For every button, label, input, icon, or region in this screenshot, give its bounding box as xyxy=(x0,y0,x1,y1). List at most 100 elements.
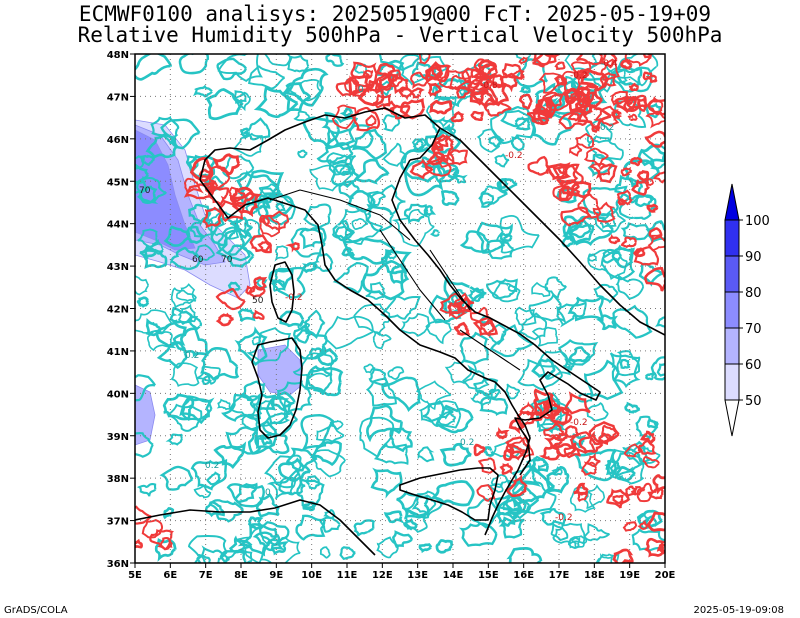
positive-vv-contour xyxy=(135,275,150,296)
contour-value-label: -0.2 xyxy=(555,513,573,523)
positive-vv-contour xyxy=(372,331,392,350)
negative-vv-contour xyxy=(537,107,553,120)
negative-vv-contour xyxy=(496,426,510,440)
negative-vv-contour xyxy=(559,179,581,197)
lat-tick-label: 45N xyxy=(107,177,129,188)
positive-vv-contour xyxy=(169,246,202,271)
negative-vv-contour xyxy=(598,433,613,445)
positive-vv-contour xyxy=(422,399,454,423)
positive-vv-contour xyxy=(514,306,537,326)
positive-vv-contour xyxy=(531,326,559,347)
colorbar-label: 50 xyxy=(745,394,762,409)
negative-vv-contour xyxy=(643,178,655,187)
negative-vv-contour xyxy=(215,287,246,311)
positive-vv-contour xyxy=(498,178,509,189)
longitude-axis: 5E 6E 7E 8E 9E 10E 11E 12E 13E 14E 15E 16E 17E 18E 19E… xyxy=(128,563,676,581)
negative-vv-contour xyxy=(623,94,647,113)
lat-tick-label: 39N xyxy=(107,432,129,443)
positive-vv-contour xyxy=(458,522,498,547)
negative-vv-contour xyxy=(573,482,589,496)
positive-vv-contour xyxy=(555,301,587,328)
lat-tick-label: 36N xyxy=(107,559,129,570)
title-line-1: ECMWF0100 analisys: 20250519@00 FcT: 202… xyxy=(79,2,711,26)
positive-vv-contour xyxy=(494,153,510,168)
positive-vv-contour xyxy=(423,205,437,217)
negative-vv-contour xyxy=(560,206,591,227)
humidity-colorbar: 100 90 80 70 60 50 xyxy=(724,183,770,437)
positive-vv-contour xyxy=(586,402,609,422)
positive-vv-contour xyxy=(561,235,574,248)
positive-vv-contour xyxy=(587,135,624,161)
lon-tick-label: 14E xyxy=(443,570,464,581)
contour-value-label: 0.2 xyxy=(600,123,614,133)
positive-vv-contour xyxy=(510,465,542,487)
negative-vv-contour xyxy=(488,74,508,89)
positive-vv-contour xyxy=(195,365,221,385)
lon-tick-label: 10E xyxy=(301,570,322,581)
negative-vv-contour xyxy=(585,91,603,109)
positive-vv-contour xyxy=(619,358,631,369)
positive-vv-contour xyxy=(249,397,291,427)
negative-vv-contour xyxy=(630,156,643,167)
negative-vv-contour xyxy=(409,158,434,180)
negative-vv-contour xyxy=(183,181,217,200)
positive-vv-contour xyxy=(439,442,472,467)
lat-tick-label: 38N xyxy=(107,474,129,485)
positive-vv-contour xyxy=(381,376,421,412)
positive-vv-contour xyxy=(136,176,168,204)
corsica-coastline xyxy=(269,261,295,323)
positive-vv-contour xyxy=(551,466,563,476)
negative-vv-contour xyxy=(207,185,230,207)
negative-vv-contour xyxy=(229,186,255,210)
positive-vv-contour xyxy=(139,244,168,269)
positive-vv-contour xyxy=(376,536,399,559)
positive-vv-contour xyxy=(136,154,156,167)
positive-vv-contour xyxy=(135,180,147,194)
positive-vv-contour xyxy=(319,516,341,533)
negative-vv-contour xyxy=(519,401,535,416)
positive-vv-contour xyxy=(201,375,212,386)
positive-vv-contour xyxy=(155,321,187,348)
positive-vv-contour xyxy=(135,432,154,458)
negative-vv-contour xyxy=(620,236,637,249)
positive-vv-contour xyxy=(297,149,308,159)
negative-vv-contour xyxy=(533,388,554,415)
positive-vv-contour xyxy=(306,366,333,396)
positive-vv-contour xyxy=(227,281,241,294)
negative-vv-contour xyxy=(470,87,498,109)
negative-vv-contour xyxy=(472,316,498,336)
negative-vv-contour xyxy=(483,97,512,117)
positive-vv-contour xyxy=(163,225,191,247)
positive-vv-contour xyxy=(459,331,489,365)
negative-vv-contour xyxy=(578,430,604,454)
gridlines-layer xyxy=(135,54,665,563)
positive-vv-contour xyxy=(567,295,604,323)
lon-tick-label: 15E xyxy=(478,570,499,581)
negative-vv-contour xyxy=(347,74,370,95)
negative-vv-contour xyxy=(642,455,660,469)
positive-vv-contour xyxy=(135,374,157,402)
negative-vv-contour xyxy=(622,521,638,532)
negative-vv-contour xyxy=(583,147,609,169)
positive-vv-contour xyxy=(145,317,162,337)
north-africa-coastline xyxy=(135,499,376,556)
positive-vv-contour xyxy=(286,447,318,472)
negative-vv-contour xyxy=(253,309,265,320)
positive-vv-contour xyxy=(159,465,194,491)
lon-tick-label: 13E xyxy=(407,570,428,581)
positive-vv-contour xyxy=(570,448,618,482)
lon-tick-label: 6E xyxy=(163,570,177,581)
positive-vv-contour xyxy=(309,440,342,467)
lat-tick-label: 40N xyxy=(107,389,129,400)
contour-value-label: -0.8 xyxy=(480,81,498,91)
negative-vv-contour xyxy=(560,70,582,93)
positive-vv-contour xyxy=(332,262,369,295)
positive-vv-contour xyxy=(190,458,228,491)
sardinia-coastline xyxy=(251,337,303,439)
negative-vv-contour xyxy=(579,68,609,92)
contour-value-label: 0.2 xyxy=(205,461,219,471)
negative-vv-contour xyxy=(628,82,640,92)
positive-vv-contour xyxy=(596,314,619,331)
lat-tick-label: 46N xyxy=(107,135,129,146)
positive-vv-contour xyxy=(230,395,263,418)
